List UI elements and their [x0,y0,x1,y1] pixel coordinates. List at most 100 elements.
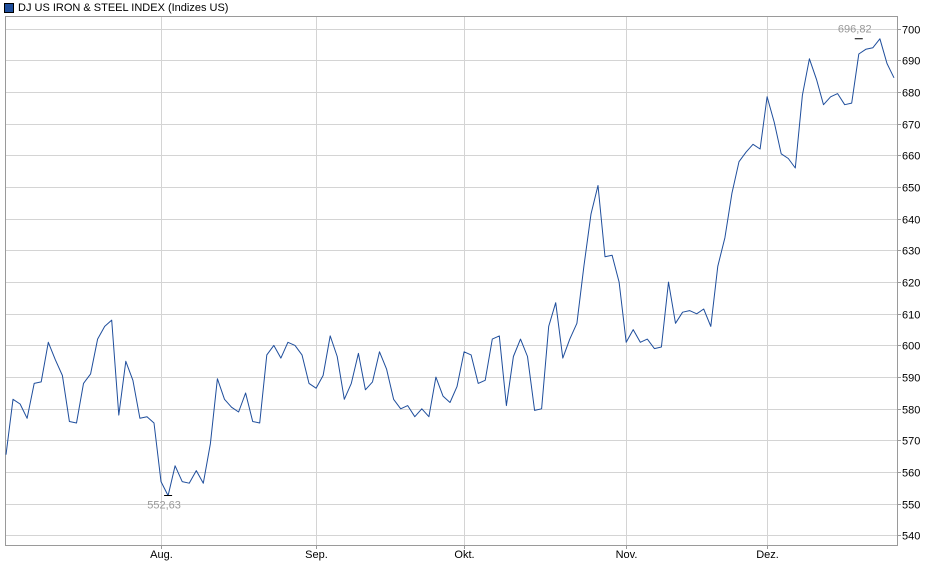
data-point [491,338,494,341]
legend-swatch [4,3,14,13]
data-point [413,415,416,418]
data-point [385,368,388,371]
chart-legend: DJ US IRON & STEEL INDEX (Indizes US) [4,1,228,15]
x-tick-label: Nov. [616,549,638,561]
data-point [195,469,198,472]
data-point [357,352,360,355]
data-point [505,404,508,407]
data-point [773,121,776,124]
data-point [766,95,769,98]
data-point [47,341,50,344]
y-tick-label: 690 [902,56,920,68]
data-point [554,301,557,304]
data-point [582,265,585,268]
data-point [117,414,120,417]
y-tick-label: 660 [902,151,920,163]
data-point [26,417,29,420]
data-point [681,311,684,314]
data-point [89,372,92,375]
data-point [611,254,614,257]
data-point [456,385,459,388]
data-point [5,453,8,456]
y-tick-label: 680 [902,88,920,100]
data-point [286,341,289,344]
plot-frame [5,16,898,546]
data-point [315,387,318,390]
data-point [82,382,85,385]
y-tick-label: 640 [902,215,920,227]
data-point [878,37,881,40]
data-point [533,409,536,412]
data-point [590,213,593,216]
data-point [223,398,226,401]
data-point [258,422,261,425]
y-tick-label: 560 [902,468,920,480]
data-point [822,103,825,106]
data-point [160,480,163,483]
data-point [667,281,670,284]
y-tick-label: 700 [902,25,920,37]
data-point [808,57,811,60]
data-point [12,398,15,401]
data-point [723,236,726,239]
data-point [209,442,212,445]
data-point [434,376,437,379]
data-point [181,480,184,483]
data-point [343,398,346,401]
series-line [5,38,895,497]
data-point [68,420,71,423]
data-point [498,334,501,337]
data-point [738,160,741,163]
data-point [237,411,240,414]
data-point [618,281,621,284]
data-point [251,420,254,423]
data-point [279,357,282,360]
data-point [61,374,64,377]
data-point [392,398,395,401]
data-point [322,374,325,377]
data-point [216,377,219,380]
data-point [702,308,705,311]
data-point [512,355,515,358]
x-tick-label: Aug. [150,549,173,561]
data-point [674,322,677,325]
data-point [575,322,578,325]
data-point [103,325,106,328]
data-point [639,341,642,344]
data-point [463,350,466,353]
data-point [794,167,797,170]
data-point [174,464,177,467]
data-point [780,152,783,155]
data-point [561,357,564,360]
data-point [695,312,698,315]
data-point [745,151,748,154]
data-point [864,48,867,51]
data-point [124,360,127,363]
data-point [131,379,134,382]
data-point [110,319,113,322]
data-point [378,350,381,353]
data-point [829,95,832,98]
data-point [138,417,141,420]
data-point [752,143,755,146]
y-tick-label: 590 [902,373,920,385]
data-point [688,309,691,312]
data-point [470,353,473,356]
data-point [308,382,311,385]
y-tick-label: 650 [902,183,920,195]
data-point [265,353,268,356]
data-point [632,328,635,331]
data-point [836,92,839,95]
data-point [787,157,790,160]
data-point [406,404,409,407]
data-point [75,422,78,425]
data-point [364,388,367,391]
y-tick-label: 610 [902,310,920,322]
data-point [350,382,353,385]
y-tick-label: 540 [902,531,920,543]
min-value-label: 552,63 [147,499,181,511]
data-point [730,192,733,195]
data-point [33,382,36,385]
y-tick-label: 550 [902,500,920,512]
